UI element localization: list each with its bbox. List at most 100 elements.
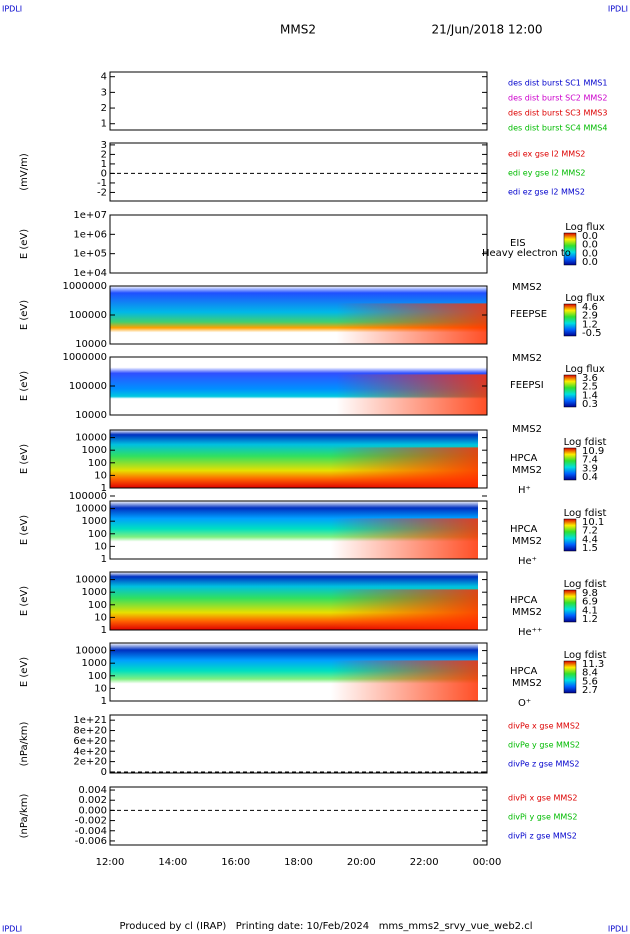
- colorbar-tick-label: 10.9: [582, 446, 604, 457]
- colorbar-tick-label: -0.5: [582, 328, 602, 339]
- x-tick-label: 20:00: [347, 857, 376, 868]
- corner-label: IPDLI: [2, 925, 22, 934]
- colorbar-tick-label: 3.9: [582, 463, 598, 474]
- y-tick-label: -1: [97, 178, 107, 189]
- probe-label: MMS2: [512, 536, 542, 547]
- probe-label: MMS2: [512, 353, 542, 364]
- colorbar-title: Log flux: [565, 293, 605, 304]
- colorbar-title: Log fdist: [564, 579, 607, 590]
- colorbar: [563, 303, 577, 337]
- probe-label: MMS2: [512, 607, 542, 618]
- y-tick-label: 1: [101, 119, 107, 130]
- colorbar-title: Log fdist: [564, 437, 607, 448]
- y-tick-label: 8e+20: [73, 726, 107, 737]
- x-tick-label: 12:00: [96, 857, 125, 868]
- y-axis-label: E (eV): [19, 586, 30, 616]
- y-tick-label: -0.002: [75, 816, 107, 827]
- colorbar-title: Log fdist: [564, 650, 607, 661]
- footer: Produced by cl (IRAP) Printing date: 10/…: [119, 921, 532, 932]
- y-tick-label: 1000: [82, 445, 107, 456]
- y-tick-label: 0: [101, 767, 107, 778]
- species-label: H⁺: [518, 485, 531, 496]
- y-tick-label: -0.006: [75, 836, 107, 847]
- y-tick-label: -2: [97, 187, 107, 198]
- y-tick-label: 100: [88, 458, 107, 469]
- colorbar-tick-label: 9.8: [582, 588, 598, 599]
- colorbar-title: Log fdist: [564, 508, 607, 519]
- panel-frame: [109, 214, 488, 274]
- y-tick-label: 10: [94, 470, 107, 481]
- y-tick-label: 100: [88, 671, 107, 682]
- colorbar-tick-label: 2.5: [582, 382, 598, 393]
- date-title: 21/Jun/2018 12:00: [431, 23, 542, 37]
- instrument-label: FEEPSI: [510, 380, 544, 391]
- species-label: O⁺: [518, 698, 531, 709]
- legend-entry: des dist burst SC3 MMS3: [508, 109, 607, 118]
- y-tick-label: 10000: [75, 410, 107, 421]
- y-tick-label: 0.002: [78, 795, 107, 806]
- colorbar: [563, 232, 577, 266]
- y-tick-label: 1000: [82, 658, 107, 669]
- y-axis-label: E (eV): [19, 657, 30, 687]
- spectrogram-overlay: [110, 660, 478, 701]
- y-axis-label: (mV/m): [19, 153, 30, 191]
- colorbar-tick-label: 0.0: [582, 248, 598, 259]
- instrument-label: EIS: [510, 238, 526, 249]
- instrument-label: HPCA: [510, 453, 538, 464]
- legend-entry: divPi x gse MMS2: [508, 794, 577, 803]
- colorbar-title: Log flux: [565, 364, 605, 375]
- colorbar-tick-label: 5.6: [582, 676, 598, 687]
- instrument-label: FEEPSE: [510, 309, 547, 320]
- panel-frame: [109, 786, 488, 846]
- panel-frame: [109, 71, 488, 131]
- y-tick-label: 2: [101, 149, 107, 160]
- y-tick-label: -0.004: [75, 826, 107, 837]
- legend-entry: edi ex gse l2 MMS2: [508, 150, 585, 159]
- corner-label: IPDLI: [608, 925, 628, 934]
- probe-label: MMS2: [512, 282, 542, 293]
- y-tick-label: 100000: [69, 491, 107, 502]
- panel-frame: [109, 642, 488, 702]
- colorbar-tick-label: 1.4: [582, 390, 598, 401]
- colorbar: [563, 518, 577, 552]
- panel-frame: [109, 714, 488, 774]
- colorbar-tick-label: 4.1: [582, 605, 598, 616]
- y-tick-label: 1: [101, 696, 107, 707]
- y-tick-label: 4: [101, 72, 107, 83]
- colorbar-tick-label: 7.2: [582, 526, 598, 537]
- spectrogram-overlay: [110, 374, 487, 415]
- panel-frame: [109, 571, 488, 631]
- colorbar-tick-label: 0.0: [582, 231, 598, 242]
- spectrogram-overlay: [110, 518, 478, 559]
- legend-entry: edi ey gse l2 MMS2: [508, 169, 586, 178]
- y-tick-label: 1e+21: [73, 715, 107, 726]
- colorbar-tick-label: 11.3: [582, 659, 604, 670]
- colorbar-tick-label: 0.0: [582, 240, 598, 251]
- y-tick-label: 3: [101, 140, 107, 151]
- probe-label: MMS2: [512, 424, 542, 435]
- instrument-label: HPCA: [510, 666, 538, 677]
- y-tick-label: 1: [101, 554, 107, 565]
- colorbar: [563, 589, 577, 623]
- y-tick-label: 10: [94, 612, 107, 623]
- spectrogram-overlay: [110, 303, 487, 344]
- spectrogram-overlay: [110, 589, 478, 630]
- y-tick-label: 10: [94, 541, 107, 552]
- spacecraft-title: MMS2: [280, 23, 316, 37]
- x-tick-label: 00:00: [473, 857, 502, 868]
- species-label: He⁺⁺: [518, 627, 542, 638]
- colorbar-tick-label: 0.0: [582, 257, 598, 268]
- y-axis-label: E (eV): [19, 444, 30, 474]
- y-tick-label: 1: [101, 483, 107, 494]
- y-tick-label: 10: [94, 683, 107, 694]
- x-tick-label: 16:00: [221, 857, 250, 868]
- colorbar-tick-label: 6.9: [582, 597, 598, 608]
- y-tick-label: 1: [101, 159, 107, 170]
- colorbar-tick-label: 2.7: [582, 685, 598, 696]
- spectrogram-overlay: [110, 447, 478, 488]
- legend-entry: des dist burst SC4 MMS4: [508, 124, 607, 133]
- colorbar-tick-label: 2.9: [582, 311, 598, 322]
- y-axis-label: (nPa/km): [19, 722, 30, 767]
- y-tick-label: 0.000: [78, 805, 107, 816]
